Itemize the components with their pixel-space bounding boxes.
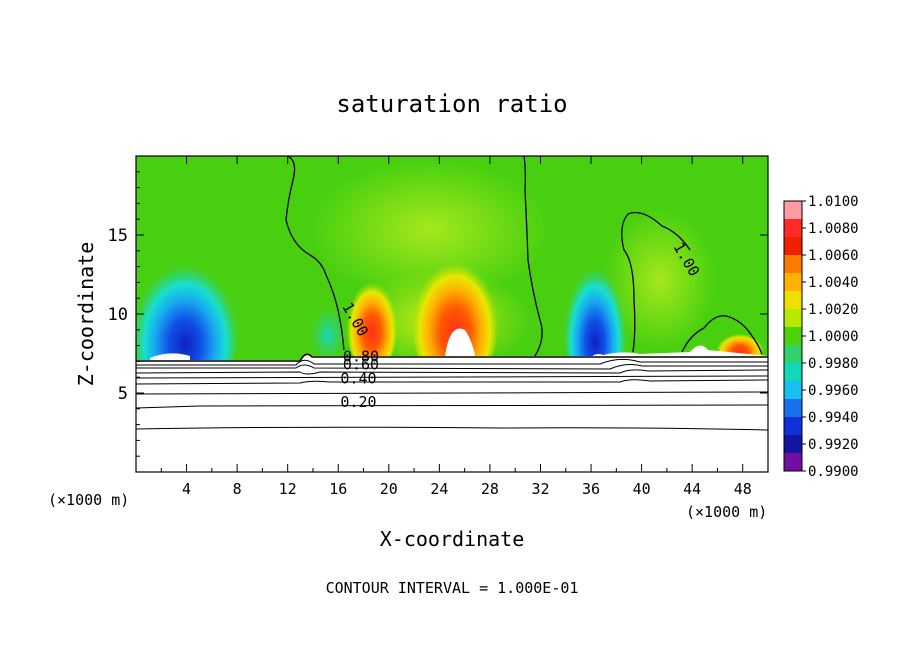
colorbar-label: 0.9940: [808, 410, 859, 426]
colorbar-label: 1.0020: [808, 302, 859, 318]
subsaturated-region: [310, 307, 346, 363]
contour-label: 0.60: [343, 355, 379, 373]
contour-label: 0.80: [343, 347, 379, 365]
x-tick-label: 8: [233, 480, 242, 498]
white-cap: [445, 328, 475, 356]
colorbar-swatch: [784, 435, 802, 454]
colorbar-swatch: [784, 345, 802, 364]
supersaturated-region: [411, 248, 499, 388]
white-cap: [150, 353, 190, 360]
y-tick-label: 5: [118, 384, 128, 404]
colorbar-swatch: [784, 201, 802, 220]
x-tick-label: 32: [531, 480, 549, 498]
colorbar-swatch: [784, 237, 802, 256]
colorbar-swatch: [784, 309, 802, 328]
colorbar-swatch: [784, 219, 802, 238]
x-unit-left: (×1000 m): [48, 491, 129, 509]
x-tick-label: 16: [329, 480, 347, 498]
colorbar-label: 0.9980: [808, 356, 859, 372]
colorbar-swatch: [784, 291, 802, 310]
x-tick-label: 44: [683, 480, 701, 498]
x-unit-right: (×1000 m): [686, 503, 767, 521]
colorbar-label: 0.9920: [808, 437, 859, 453]
contour-low-lines: [136, 353, 768, 431]
y-tick-label: 10: [108, 305, 128, 325]
x-tick-label: 20: [380, 480, 398, 498]
colorbar-label: 1.0080: [808, 221, 859, 237]
x-tick-label: 28: [481, 480, 499, 498]
chart-title: saturation ratio: [336, 90, 567, 118]
colorbar-label: 1.0100: [808, 194, 859, 210]
colorbar-swatch: [784, 399, 802, 418]
colorbar-swatch: [784, 255, 802, 274]
colorbar-swatch: [784, 453, 802, 472]
contour-label: 0.40: [340, 370, 376, 388]
y-axis: 5 10 15: [108, 171, 768, 457]
colorbar-swatch: [784, 417, 802, 436]
colorbar-label: 1.0040: [808, 275, 859, 291]
contour-1.00-lines: [285, 156, 763, 357]
colorbar-swatch: [784, 381, 802, 400]
colorbar-swatch: [784, 327, 802, 346]
footer-contour-interval: CONTOUR INTERVAL = 1.000E-01: [326, 579, 579, 597]
light-green-region: [605, 210, 715, 350]
colorbar-label: 1.0000: [808, 329, 859, 345]
x-tick-label: 12: [279, 480, 297, 498]
colorbar-label: 1.0060: [808, 248, 859, 264]
x-tick-label: 48: [734, 480, 752, 498]
colorbar-label: 0.9960: [808, 383, 859, 399]
y-axis-label: Z-coordinate: [74, 242, 98, 387]
x-tick-label: 24: [430, 480, 448, 498]
x-tick-label: 40: [633, 480, 651, 498]
x-axis-label: X-coordinate: [380, 527, 525, 551]
colorbar-label: 0.9900: [808, 464, 859, 480]
x-tick-label: 36: [582, 480, 600, 498]
colorbar: 1.0100 1.0080 1.0060 1.0040 1.0020 1.0000 0.99…: [783, 194, 859, 480]
colorbar-swatch: [784, 273, 802, 292]
contour-label: 0.20: [340, 393, 376, 411]
x-axis: 4 8 12 16 20 24 28 32 36 40 44 48: [160, 156, 752, 498]
colorbar-swatch: [784, 363, 802, 382]
y-tick-label: 15: [108, 226, 128, 246]
light-green-region: [310, 160, 550, 300]
x-tick-label: 4: [182, 480, 191, 498]
supersaturated-region: [346, 272, 398, 372]
plot-area: [136, 156, 768, 472]
